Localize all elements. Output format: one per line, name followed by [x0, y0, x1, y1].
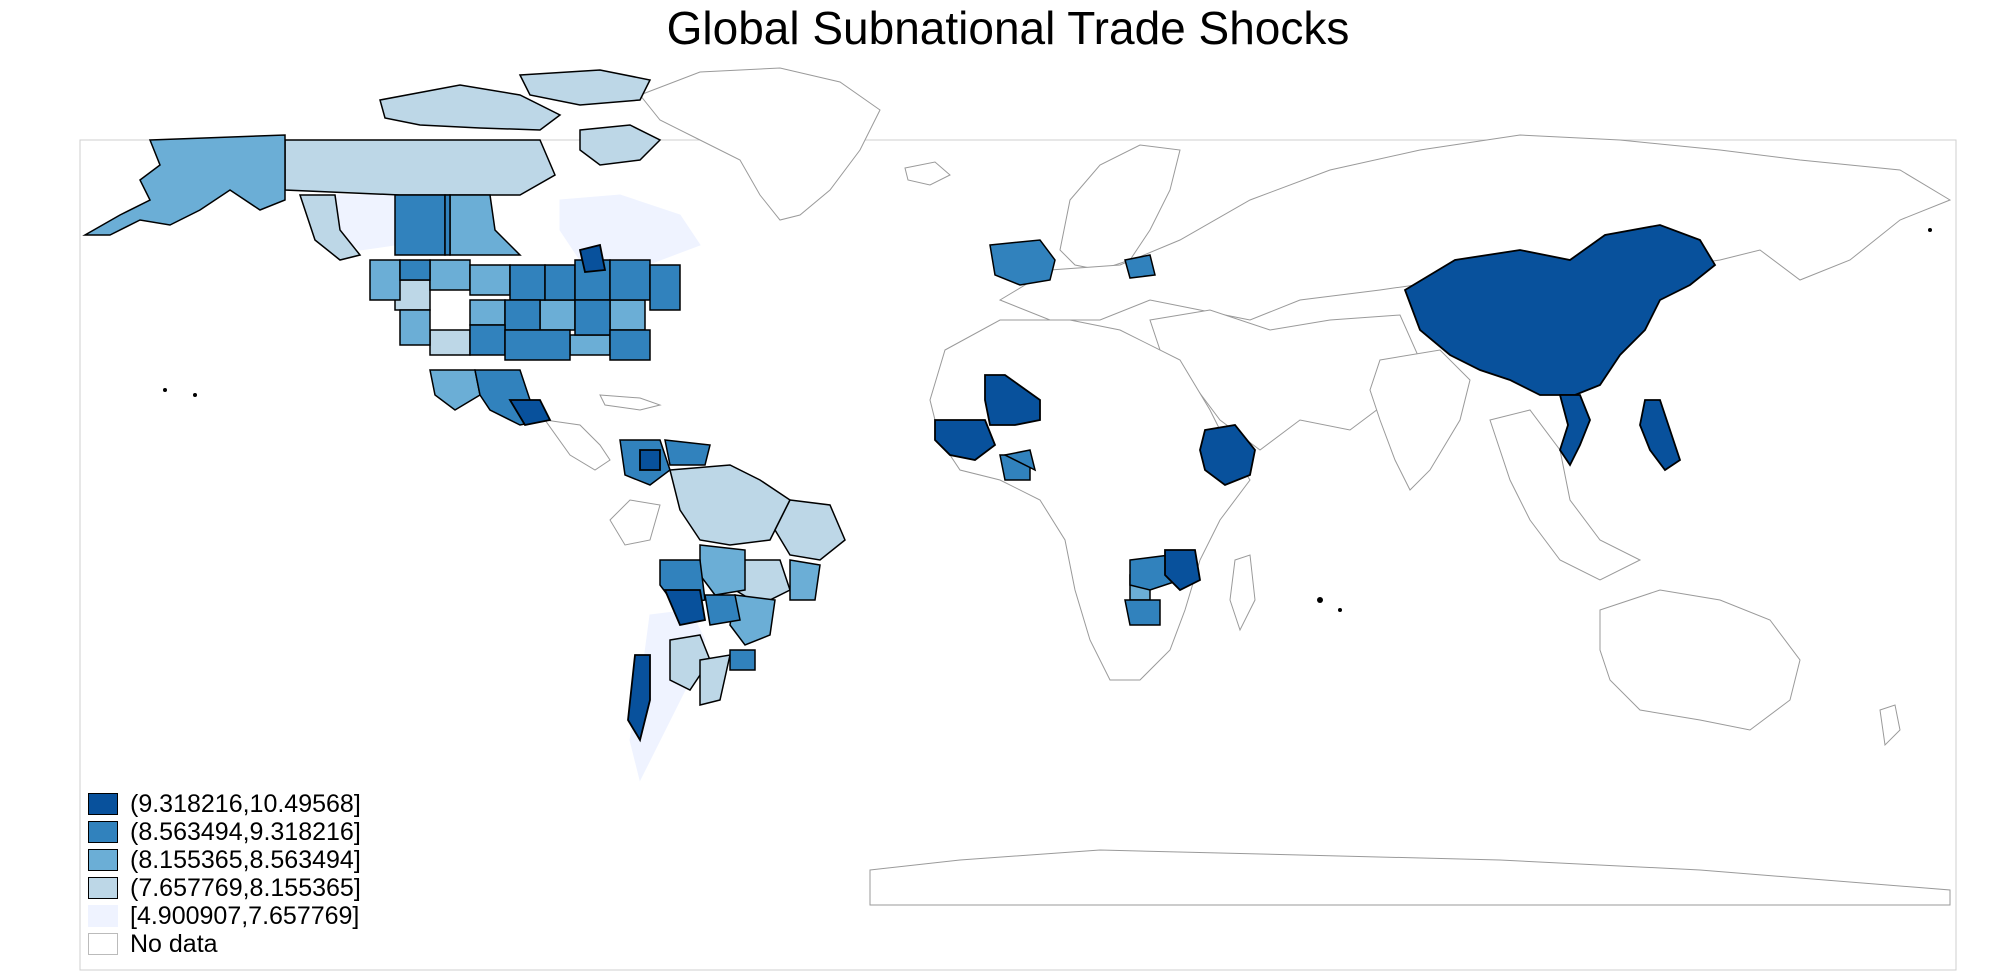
eastern-europe-region [1124, 254, 1156, 279]
brazil-north-region [669, 464, 791, 546]
central-america-region [543, 419, 611, 471]
island-marker [163, 388, 167, 392]
eurasia-region [998, 134, 1952, 321]
venezuela-region [664, 439, 711, 466]
class-5-regions [508, 224, 1717, 743]
iceland-region [904, 161, 951, 186]
us-state-region [504, 299, 541, 331]
legend-swatch [88, 849, 118, 871]
brazil-c5-region [663, 589, 707, 627]
legend-swatch [88, 933, 118, 955]
island-marker [1928, 228, 1932, 232]
alaska-region [82, 134, 286, 236]
us-state-region [649, 264, 681, 311]
island-marker [1338, 608, 1342, 612]
paraguay-region [704, 594, 741, 626]
brazil-northeast-region [774, 499, 846, 561]
us-state-region [569, 334, 611, 356]
us-state-region [539, 299, 576, 331]
legend-swatch [88, 821, 118, 843]
mexico-north-region [429, 369, 481, 411]
mali-region [984, 374, 1041, 426]
madagascar-region [1229, 554, 1256, 632]
us-state-region [429, 259, 471, 291]
malawi-region [1164, 549, 1201, 592]
manitoba-region [449, 194, 522, 256]
us-state-region [369, 259, 401, 301]
legend-label: (8.563494,9.318216] [130, 818, 361, 846]
baffin-region [579, 124, 662, 166]
australia-region [1599, 589, 1801, 731]
island-marker [193, 393, 197, 397]
ethiopia-region [1199, 424, 1256, 487]
class-2-regions [284, 69, 846, 706]
vietnam-region [1558, 394, 1591, 467]
southeast-asia-region [1489, 409, 1642, 581]
legend-row: [4.900907,7.657769] [88, 902, 361, 930]
north-south-america-region [609, 499, 661, 546]
legend-label: (9.318216,10.49568] [130, 790, 361, 818]
us-state-region [504, 329, 571, 361]
us-state-region [399, 309, 431, 346]
china-region [1403, 224, 1717, 396]
chile-region [627, 654, 651, 743]
caribbean-region [599, 394, 662, 411]
us-state-region [399, 259, 431, 281]
saskatchewan-region [444, 194, 451, 256]
islands-group [163, 228, 1932, 612]
us-state-region [429, 329, 471, 356]
nunavut-region [284, 139, 556, 196]
legend: (9.318216,10.49568] (8.563494,9.318216] (8… [88, 790, 361, 958]
arctic-islands-region [379, 84, 562, 131]
us-state-region [469, 299, 506, 326]
class-4-regions [394, 194, 1181, 671]
legend-swatch [88, 793, 118, 815]
us-state-region [609, 299, 646, 331]
antarctica-region [869, 849, 1951, 906]
colombia-c5-region [639, 449, 661, 471]
brazil-east-region [789, 559, 821, 601]
legend-label: (7.657769,8.155365] [130, 874, 361, 902]
island-marker [1317, 597, 1323, 603]
new-zealand-region [1879, 704, 1901, 747]
us-state-region [469, 264, 511, 296]
legend-row: (9.318216,10.49568] [88, 790, 361, 818]
us-state-region [574, 299, 611, 336]
legend-row: (8.155365,8.563494] [88, 846, 361, 874]
legend-row: No data [88, 930, 361, 958]
alberta-region [394, 194, 446, 256]
west-africa-coast-region [934, 419, 997, 461]
us-state-region [609, 259, 651, 301]
legend-row: (8.563494,9.318216] [88, 818, 361, 846]
zimbabwe-region [1124, 599, 1161, 626]
legend-swatch [88, 905, 118, 927]
legend-row: (7.657769,8.155365] [88, 874, 361, 902]
legend-label: (8.155365,8.563494] [130, 846, 361, 874]
us-state-region [578, 243, 607, 273]
argentina-east-region [699, 654, 731, 706]
south-asia-region [1369, 349, 1471, 491]
uruguay-region [729, 649, 756, 671]
france-region [989, 239, 1056, 286]
arctic-islands-east-region [518, 69, 652, 106]
us-state-region [509, 264, 546, 301]
ghana-region [1002, 449, 1037, 472]
philippines-region [1639, 399, 1682, 472]
no-data-regions [543, 67, 1952, 906]
british-columbia-region [298, 194, 362, 261]
legend-label: No data [130, 930, 218, 958]
map-frame [79, 139, 1957, 971]
legend-swatch [88, 877, 118, 899]
mexico-central-region [508, 399, 552, 427]
us-state-region [544, 264, 576, 301]
map-title: Global Subnational Trade Shocks [666, 2, 1350, 54]
us-state-region [609, 329, 651, 361]
brazil-west-region [699, 544, 746, 596]
legend-label: [4.900907,7.657769] [130, 902, 360, 930]
us-state-region [469, 324, 506, 356]
greenland-region [639, 67, 881, 221]
